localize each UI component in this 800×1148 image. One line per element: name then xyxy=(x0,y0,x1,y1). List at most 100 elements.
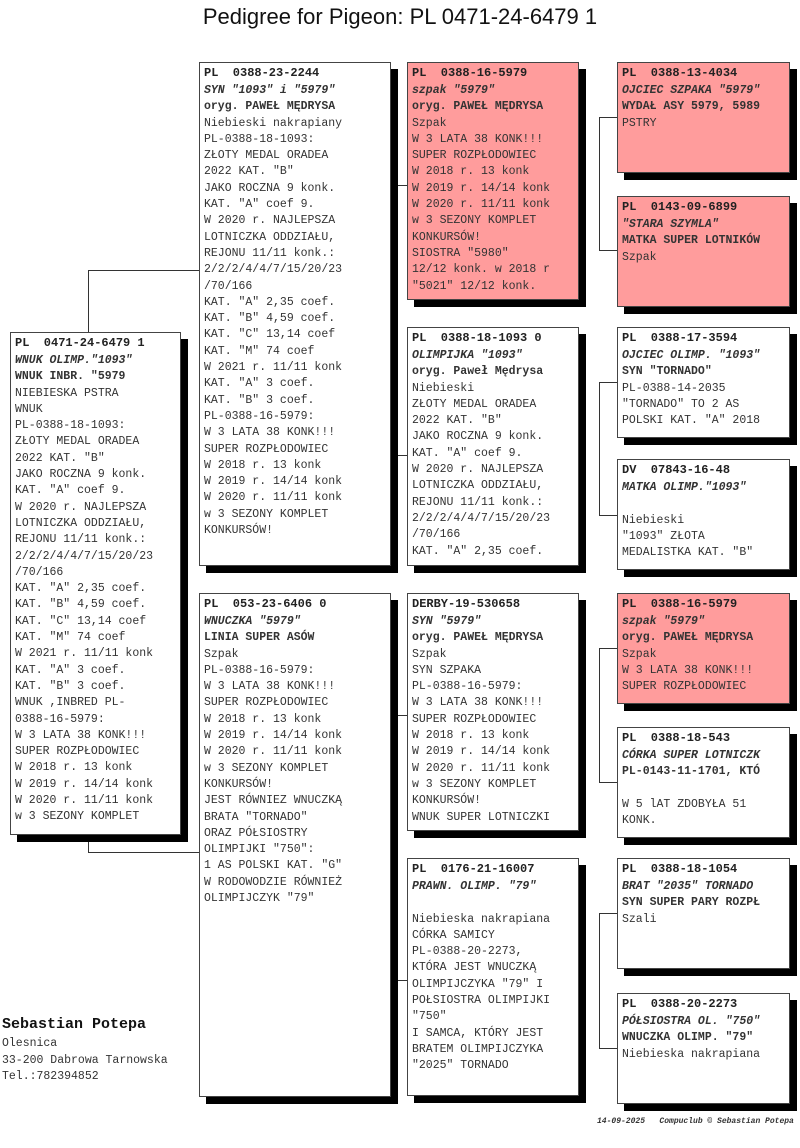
note-line: W 3 LATA 38 KONK!!! xyxy=(204,426,336,440)
connector-line xyxy=(88,835,89,853)
note-line: JAKO ROCZNA 9 konk. xyxy=(412,430,544,444)
note-line: KONKURSÓW! xyxy=(412,794,482,808)
note-line: PL-0388-14-2035 xyxy=(622,381,726,395)
note-line: ZŁOTY MEDAL ORADEA xyxy=(204,149,329,163)
note-line: KAT. "B" 4,59 coef. xyxy=(15,598,147,612)
note-line: KAT. "M" 74 coef xyxy=(15,631,126,645)
note-line: REJONU 11/11 konk.: xyxy=(15,533,147,547)
note-line: /70/166 xyxy=(204,279,253,293)
note-line: 2/2/2/4/4/7/15/20/23 xyxy=(15,549,154,563)
connector-line xyxy=(397,980,407,981)
connector-line xyxy=(397,715,398,980)
note-line: SYN SZPAKA xyxy=(412,663,482,677)
pigeon-name: SYN "5979" xyxy=(412,615,482,628)
note-line: SUPER ROZPŁODOWIEC xyxy=(622,680,747,694)
pigeon-card-dss[interactable]: PL 0388-16-5979 szpak "5979" oryg. PAWEŁ M… xyxy=(617,593,790,704)
note-line: WNUK xyxy=(15,402,43,416)
note-line: W 2018 r. 13 konk xyxy=(204,458,322,472)
pigeon-subtitle: LINIA SUPER ASÓW xyxy=(204,631,315,645)
connector-line xyxy=(599,782,617,783)
note-line: KAT. "C" 13,14 coef xyxy=(15,614,147,628)
pigeon-card-sds[interactable]: PL 0388-17-3594 OJCIEC OLIMP. "1093" SYN "… xyxy=(617,327,790,438)
pigeon-card-dam-dam[interactable]: PL 0176-21-16007 PRAWN. OLIMP. "79" Niebie… xyxy=(407,858,579,1096)
note-line: W 2019 r. 14/14 konk xyxy=(412,745,551,759)
pigeon-card-sire-dam[interactable]: PL 0388-18-1093 0 OLIMPIJKA "1093" oryg. P… xyxy=(407,327,579,566)
pigeon-card-sss[interactable]: PL 0388-13-4034 OJCIEC SZPAKA "5979" WYDAŁ… xyxy=(617,62,790,173)
footer-date: 14-09-2025 xyxy=(597,1117,646,1126)
breeder-address: 33-200 Dabrowa Tarnowska xyxy=(2,1053,168,1067)
note-line: 12/12 konk. w 2018 r xyxy=(412,263,551,277)
pigeon-name: PÓŁSIOSTRA OL. "750" xyxy=(622,1015,761,1028)
pigeon-card-subject[interactable]: PL 0471-24-6479 1 WNUK OLIMP."1093" WNUK I… xyxy=(10,332,181,835)
pigeon-name: WNUK OLIMP."1093" xyxy=(15,354,133,367)
note-line: 2/2/2/4/4/7/15/20/23 xyxy=(204,263,343,277)
pigeon-card-dam[interactable]: PL 053-23-6406 0 WNUCZKA "5979" LINIA SUPE… xyxy=(199,593,391,1097)
footer: 14-09-2025 Compuclub © Sebastian Potepa xyxy=(597,1117,794,1126)
connector-line xyxy=(599,117,617,118)
page-title: Pedigree for Pigeon: PL 0471-24-6479 1 xyxy=(202,4,598,29)
pigeon-subtitle: oryg. PAWEŁ MĘDRYSA xyxy=(622,631,754,645)
note-line: 2022 KAT. "B" xyxy=(412,414,502,428)
note-line: W 2021 r. 11/11 konk xyxy=(15,647,154,661)
note-line: W 3 LATA 38 KONK!!! xyxy=(204,680,336,694)
note-line: LOTNICZKA ODDZIAŁU, xyxy=(15,516,147,530)
ring-number: PL 053-23-6406 0 xyxy=(204,597,327,611)
note-line: KAT. "A" 2,35 coef. xyxy=(204,295,336,309)
note-line: MEDALISTKA KAT. "B" xyxy=(622,546,754,560)
note-line: PL-0388-18-1093: xyxy=(15,419,126,433)
pigeon-card-sire-sire[interactable]: PL 0388-16-5979 szpak "5979" oryg. PAWEŁ M… xyxy=(407,62,579,300)
ring-number: PL 0388-18-543 xyxy=(622,731,731,745)
note-line: Szpak xyxy=(622,647,657,661)
note-line: ZŁOTY MEDAL ORADEA xyxy=(15,435,140,449)
pigeon-subtitle: PL-0143-11-1701, KTÓ xyxy=(622,765,761,779)
pigeon-name: OJCIEC OLIMP. "1093" xyxy=(622,349,761,362)
note-line: POŁSIOSTRA OLIMPIJKI xyxy=(412,994,551,1008)
ring-number: PL 0388-16-5979 xyxy=(412,66,528,80)
note-line: W 3 LATA 38 KONK!!! xyxy=(15,728,147,742)
pigeon-card-ssd[interactable]: PL 0143-09-6899 "STARA SZYMLA" MATKA SUPER… xyxy=(617,196,790,307)
ring-number: PL 0388-23-2244 xyxy=(204,66,320,80)
note-line: CÓRKA SAMICY xyxy=(412,928,495,942)
ring-number: PL 0388-18-1093 0 xyxy=(412,331,542,345)
pigeon-card-dsd[interactable]: PL 0388-18-543 CÓRKA SUPER LOTNICZK PL-014… xyxy=(617,727,790,838)
note-line: W 2019 r. 14/14 konk xyxy=(204,475,343,489)
note-line: w 3 SEZONY KOMPLET xyxy=(412,777,537,791)
note-line: W 2020 r. 11/11 konk xyxy=(412,198,551,212)
connector-line xyxy=(599,913,600,1048)
note-line: KAT. "A" coef 9. xyxy=(204,198,315,212)
note-line: Szpak xyxy=(412,116,447,130)
pigeon-subtitle: SYN SUPER PARY ROZPŁ xyxy=(622,896,761,910)
connector-line xyxy=(599,913,617,914)
pigeon-card-sdd[interactable]: DV 07843-16-48 MATKA OLIMP."1093" Niebiesk… xyxy=(617,459,790,570)
note-line: OLIMPIJCZYKA "79" I xyxy=(412,977,544,991)
pigeon-name: "STARA SZYMLA" xyxy=(622,218,719,231)
note-line: W 3 LATA 38 KONK!!! xyxy=(622,663,754,677)
pigeon-name: CÓRKA SUPER LOTNICZK xyxy=(622,749,761,762)
note-line: W 2020 r. 11/11 konk xyxy=(204,491,343,505)
pigeon-card-dam-sire[interactable]: DERBY-19-530658 SYN "5979" oryg. PAWEŁ MĘD… xyxy=(407,593,579,831)
note-line: PL-0388-16-5979: xyxy=(412,680,523,694)
pigeon-card-sire[interactable]: PL 0388-23-2244 SYN "1093" i "5979" oryg. … xyxy=(199,62,391,566)
note-line: KAT. "C" 13,14 coef xyxy=(204,328,336,342)
pigeon-name: OJCIEC SZPAKA "5979" xyxy=(622,84,761,97)
note-line: Niebieski xyxy=(412,381,475,395)
pigeon-card-ddd[interactable]: PL 0388-20-2273 PÓŁSIOSTRA OL. "750" WNUCZ… xyxy=(617,993,790,1104)
connector-line xyxy=(397,185,407,186)
note-line: POLSKI KAT. "A" 2018 xyxy=(622,414,761,428)
note-line: OLIMPIJKI "750": xyxy=(204,843,315,857)
note-line: SUPER ROZPŁODOWIEC xyxy=(15,745,140,759)
note-line: "750" xyxy=(412,1010,447,1024)
pigeon-card-dds[interactable]: PL 0388-18-1054 BRAT "2035" TORNADO SYN SU… xyxy=(617,858,790,969)
connector-line xyxy=(599,1048,617,1049)
note-line: W 2018 r. 13 konk xyxy=(412,729,530,743)
note-line: Szpak xyxy=(204,647,239,661)
connector-line xyxy=(397,185,398,455)
note-line: Szpak xyxy=(622,250,657,264)
note-line: 2022 KAT. "B" xyxy=(204,165,294,179)
pigeon-name: BRAT "2035" TORNADO xyxy=(622,880,754,893)
note-line: Szpak xyxy=(412,647,447,661)
note-line: W 2020 r. 11/11 konk xyxy=(204,745,343,759)
note-line: KAT. "A" 2,35 coef. xyxy=(412,544,544,558)
pigeon-subtitle xyxy=(622,496,789,512)
note-line: WNUK ,INBRED PL- xyxy=(15,696,126,710)
